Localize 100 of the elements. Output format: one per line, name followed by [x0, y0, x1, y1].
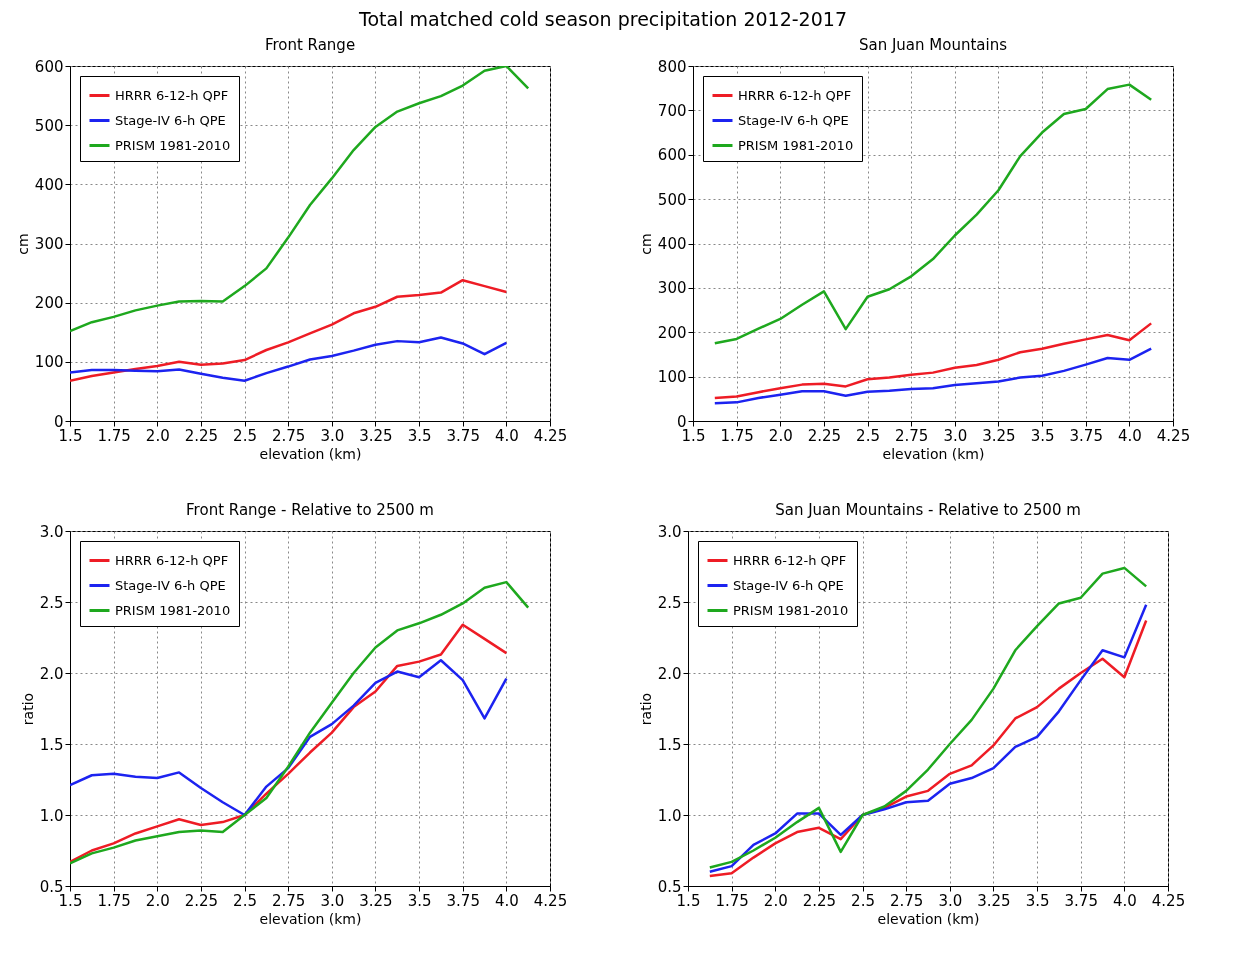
- x-tick-label: 2.0: [145, 426, 170, 445]
- x-tick-label: 1.75: [97, 426, 131, 445]
- x-tick-label: 2.0: [763, 891, 788, 910]
- legend-label: HRRR 6-12-h QPF: [733, 552, 847, 568]
- x-tick-label: 1.75: [720, 426, 754, 445]
- x-tick-label: 4.0: [494, 426, 519, 445]
- y-tick-label: 100: [34, 353, 64, 372]
- x-tick-label: 1.5: [58, 426, 83, 445]
- y-tick-label: 600: [657, 146, 687, 165]
- x-tick-label: 2.75: [889, 891, 924, 910]
- x-tick-label: 3.5: [1030, 426, 1055, 445]
- line-series: [713, 347, 1153, 405]
- x-tick-label: 3.75: [446, 891, 480, 910]
- line-series: [70, 336, 508, 383]
- x-tick-label: 1.5: [58, 891, 83, 910]
- x-tick-label: 4.0: [1117, 426, 1142, 445]
- x-tick-label: 2.5: [851, 891, 875, 910]
- legend-label: HRRR 6-12-h QPF: [115, 87, 229, 103]
- x-tick-label: 3.5: [1025, 891, 1050, 910]
- x-tick-label: 3.25: [982, 426, 1016, 445]
- x-tick-label: 3.75: [446, 426, 480, 445]
- x-tick-label: 2.0: [145, 891, 170, 910]
- legend-label: Stage-IV 6-h QPE: [115, 112, 226, 128]
- y-tick-label: 300: [34, 235, 64, 253]
- x-tick-label: 3.25: [359, 426, 393, 445]
- x-tick-label: 2.0: [768, 426, 793, 445]
- y-tick-label: 100: [657, 368, 687, 387]
- x-tick-label: 2.25: [184, 891, 219, 910]
- y-tick-label: 3.0: [657, 522, 682, 541]
- x-axis-title: elevation (km): [877, 910, 980, 927]
- x-tick-label: 3.5: [407, 891, 432, 910]
- x-tick-label: 3.0: [943, 426, 968, 445]
- x-tick-label: 4.25: [533, 891, 568, 910]
- x-tick-label: 1.5: [676, 891, 701, 910]
- legend-label: Stage-IV 6-h QPE: [733, 577, 844, 593]
- x-tick-label: 2.5: [856, 426, 880, 445]
- y-tick-label: 2.5: [657, 593, 682, 612]
- x-tick-label: 3.25: [977, 891, 1011, 910]
- x-tick-label: 3.0: [320, 891, 345, 910]
- legend-label: PRISM 1981-2010: [733, 602, 849, 618]
- y-tick-label: 1.5: [39, 735, 64, 754]
- y-axis-title: cm: [14, 233, 31, 255]
- x-tick-label: 2.25: [184, 426, 219, 445]
- x-tick-label: 4.25: [533, 426, 568, 445]
- line-series: [70, 623, 508, 864]
- y-tick-label: 500: [657, 190, 687, 209]
- x-tick-label: 2.75: [894, 426, 929, 445]
- x-tick-label: 3.25: [359, 891, 393, 910]
- y-tick-label: 200: [34, 294, 64, 313]
- x-axis-title: elevation (km): [259, 910, 362, 927]
- chart-title: San Juan Mountains - Relative to 2500 m: [775, 501, 1081, 519]
- y-tick-label: 2.0: [657, 664, 682, 683]
- y-axis-title: cm: [637, 233, 654, 255]
- x-tick-label: 3.75: [1069, 426, 1103, 445]
- x-tick-label: 3.75: [1064, 891, 1098, 910]
- x-tick-label: 2.5: [233, 426, 257, 445]
- line-series: [713, 83, 1153, 345]
- y-tick-label: 600: [34, 57, 64, 76]
- x-tick-label: 4.25: [1156, 426, 1191, 445]
- x-tick-label: 4.0: [1112, 891, 1137, 910]
- line-series: [70, 66, 530, 333]
- x-tick-label: 1.5: [681, 426, 706, 445]
- y-tick-label: 800: [657, 57, 687, 76]
- legend-label: PRISM 1981-2010: [738, 137, 854, 153]
- x-tick-label: 2.75: [271, 426, 306, 445]
- legend-label: Stage-IV 6-h QPE: [115, 577, 226, 593]
- y-tick-label: 1.0: [39, 806, 64, 825]
- x-tick-label: 2.75: [271, 891, 306, 910]
- y-tick-label: 400: [34, 175, 64, 194]
- line-series: [70, 658, 508, 817]
- x-tick-label: 2.5: [233, 891, 257, 910]
- text: Total matched cold season precipitation 2012-2017: [358, 7, 847, 30]
- x-tick-label: 4.0: [494, 891, 519, 910]
- y-axis-title: ratio: [637, 692, 654, 726]
- x-tick-label: 1.75: [97, 891, 131, 910]
- y-tick-label: 500: [34, 116, 64, 135]
- line-series: [713, 322, 1153, 400]
- chart-title: San Juan Mountains: [858, 36, 1008, 54]
- x-axis-title: elevation (km): [259, 445, 362, 462]
- y-tick-label: 3.0: [39, 522, 64, 541]
- x-tick-label: 3.5: [407, 426, 432, 445]
- y-tick-label: 1.0: [657, 806, 682, 825]
- x-axis-title: elevation (km): [882, 445, 985, 462]
- chart-title: Front Range: [264, 36, 356, 54]
- x-tick-label: 3.0: [320, 426, 345, 445]
- legend-label: Stage-IV 6-h QPE: [738, 112, 849, 128]
- x-tick-label: 2.25: [807, 426, 842, 445]
- y-tick-label: 200: [657, 323, 687, 342]
- x-tick-label: 4.25: [1151, 891, 1186, 910]
- legend-label: HRRR 6-12-h QPF: [738, 87, 852, 103]
- y-tick-label: 1.5: [657, 735, 682, 754]
- legend-label: HRRR 6-12-h QPF: [115, 552, 229, 568]
- y-tick-label: 2.0: [39, 664, 64, 683]
- y-axis-title: ratio: [19, 692, 36, 726]
- y-tick-label: 400: [657, 235, 687, 253]
- line-series: [70, 278, 508, 383]
- y-tick-label: 2.5: [39, 593, 64, 612]
- legend-label: PRISM 1981-2010: [115, 602, 231, 618]
- x-tick-label: 3.0: [938, 891, 963, 910]
- x-tick-label: 1.75: [715, 891, 749, 910]
